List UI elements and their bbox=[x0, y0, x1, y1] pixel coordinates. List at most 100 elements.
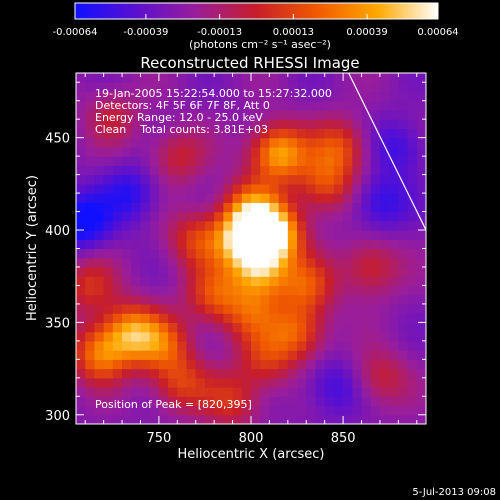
image-pixel bbox=[260, 156, 271, 166]
image-pixel bbox=[315, 220, 326, 231]
image-pixel bbox=[223, 248, 234, 259]
image-pixel bbox=[269, 230, 280, 240]
image-pixel bbox=[333, 257, 344, 268]
image-pixel bbox=[379, 239, 390, 250]
image-pixel bbox=[260, 119, 271, 130]
image-pixel bbox=[416, 405, 426, 416]
image-pixel bbox=[333, 294, 344, 305]
image-pixel bbox=[195, 359, 206, 370]
image-pixel bbox=[177, 211, 188, 222]
image-pixel bbox=[112, 387, 123, 397]
image-pixel bbox=[398, 230, 409, 240]
image-pixel bbox=[85, 146, 96, 157]
image-pixel bbox=[177, 414, 188, 424]
image-pixel bbox=[186, 183, 197, 194]
image-pixel bbox=[416, 359, 426, 370]
image-pixel bbox=[361, 331, 372, 342]
image-pixel bbox=[85, 220, 96, 231]
image-pixel bbox=[297, 322, 307, 333]
image-pixel bbox=[85, 285, 96, 296]
image-pixel bbox=[398, 405, 409, 416]
image-pixel bbox=[306, 331, 317, 342]
image-pixel bbox=[269, 146, 280, 157]
image-pixel bbox=[140, 109, 151, 120]
image-pixel bbox=[370, 193, 381, 203]
image-pixel bbox=[204, 146, 215, 157]
image-pixel bbox=[343, 405, 353, 416]
image-pixel bbox=[416, 377, 426, 388]
image-pixel bbox=[306, 313, 317, 323]
image-pixel bbox=[122, 165, 132, 176]
image-pixel bbox=[416, 220, 426, 231]
annotations: 19-Jan-2005 15:22:54.000 to 15:27:32.000… bbox=[95, 87, 332, 411]
image-pixel bbox=[389, 340, 399, 351]
image-pixel bbox=[416, 137, 426, 148]
image-pixel bbox=[232, 266, 243, 277]
image-pixel bbox=[112, 331, 123, 342]
image-pixel bbox=[398, 146, 409, 157]
image-pixel bbox=[306, 396, 317, 407]
image-pixel bbox=[204, 322, 215, 333]
image-pixel bbox=[333, 340, 344, 351]
colorbar-tick-label: 0.00064 bbox=[417, 27, 458, 38]
image-pixel bbox=[195, 156, 206, 166]
image-pixel bbox=[260, 414, 271, 424]
image-pixel bbox=[407, 73, 418, 83]
image-pixel bbox=[269, 350, 280, 360]
image-pixel bbox=[379, 174, 390, 185]
image-pixel bbox=[85, 211, 96, 222]
image-pixel bbox=[140, 414, 151, 424]
image-pixel bbox=[287, 414, 298, 424]
image-pixel bbox=[149, 405, 160, 416]
image-pixel bbox=[315, 91, 326, 102]
image-pixel bbox=[214, 331, 224, 342]
image-pixel bbox=[260, 220, 271, 231]
image-pixel bbox=[398, 294, 409, 305]
image-pixel bbox=[94, 248, 105, 259]
image-pixel bbox=[223, 313, 234, 323]
image-pixel bbox=[195, 100, 206, 111]
image-pixel bbox=[131, 193, 142, 203]
image-pixel bbox=[389, 100, 399, 111]
image-pixel bbox=[389, 137, 399, 148]
image-pixel bbox=[416, 266, 426, 277]
image-pixel bbox=[232, 303, 243, 314]
image-pixel bbox=[315, 405, 326, 416]
image-pixel bbox=[315, 340, 326, 351]
image-pixel bbox=[379, 266, 390, 277]
image-pixel bbox=[223, 331, 234, 342]
image-pixel bbox=[324, 156, 335, 166]
image-pixel bbox=[186, 294, 197, 305]
image-pixel bbox=[195, 322, 206, 333]
image-pixel bbox=[260, 322, 271, 333]
image-pixel bbox=[352, 202, 363, 213]
image-pixel bbox=[389, 91, 399, 102]
image-pixel bbox=[333, 414, 344, 424]
image-pixel bbox=[287, 340, 298, 351]
image-pixel bbox=[149, 165, 160, 176]
image-pixel bbox=[416, 340, 426, 351]
image-pixel bbox=[177, 193, 188, 203]
image-pixel bbox=[361, 183, 372, 194]
image-pixel bbox=[343, 350, 353, 360]
image-pixel bbox=[94, 91, 105, 102]
image-pixel bbox=[149, 193, 160, 203]
image-pixel bbox=[140, 73, 151, 83]
image-pixel bbox=[251, 340, 261, 351]
image-pixel bbox=[241, 156, 252, 166]
image-pixel bbox=[232, 183, 243, 194]
image-pixel bbox=[306, 239, 317, 250]
image-pixel bbox=[85, 266, 96, 277]
image-pixel bbox=[214, 414, 224, 424]
image-pixel bbox=[94, 109, 105, 120]
image-pixel bbox=[370, 211, 381, 222]
image-pixel bbox=[389, 414, 399, 424]
image-pixel bbox=[315, 322, 326, 333]
image-pixel bbox=[352, 156, 363, 166]
image-pixel bbox=[177, 350, 188, 360]
image-pixel bbox=[306, 405, 317, 416]
image-pixel bbox=[131, 377, 142, 388]
image-pixel bbox=[297, 303, 307, 314]
image-pixel bbox=[241, 414, 252, 424]
image-pixel bbox=[297, 82, 307, 93]
